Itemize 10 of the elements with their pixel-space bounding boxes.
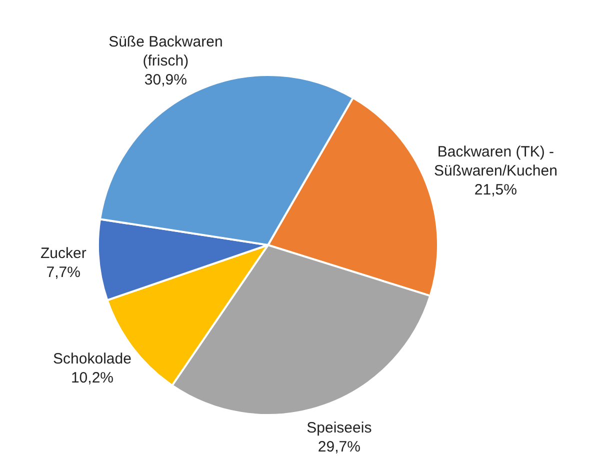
data-label: 21,5% — [474, 181, 517, 198]
slice-label: Backwaren (TK) - Süßwaren/Kuchen — [434, 143, 558, 180]
slice-label: Speiseeis — [306, 420, 372, 437]
data-label: 29,7% — [318, 438, 360, 456]
slice-label: Zucker — [40, 245, 86, 262]
data-label: 30,9% — [144, 72, 187, 89]
data-label: 10,2% — [70, 370, 114, 387]
slice-label: Süße Backwaren (frisch) — [108, 34, 223, 70]
data-label: 7,7% — [46, 264, 81, 282]
slice-label: Schokolade — [53, 350, 132, 368]
